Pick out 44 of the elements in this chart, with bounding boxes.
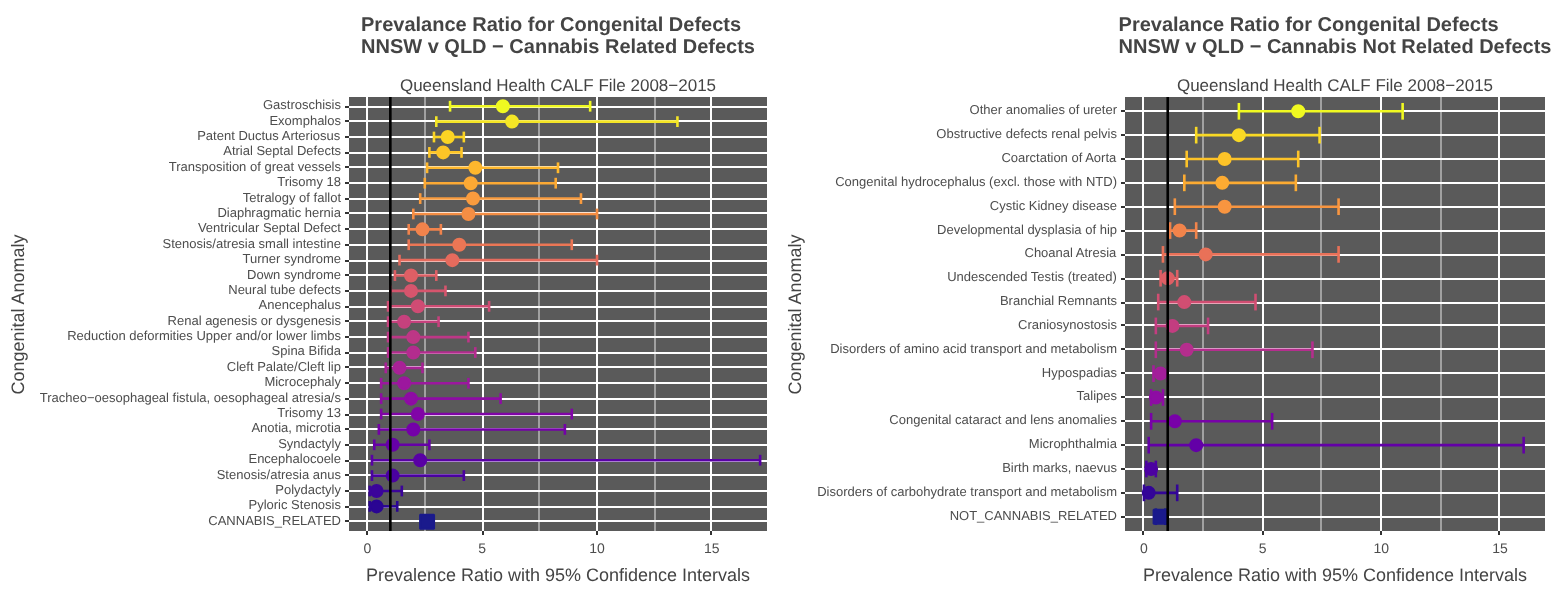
point — [1217, 152, 1232, 166]
point — [466, 191, 481, 206]
y-axis-title: Congenital Anomaly — [785, 233, 806, 395]
point — [1189, 438, 1204, 453]
point — [1141, 485, 1156, 500]
point — [1179, 342, 1194, 357]
point — [1198, 247, 1213, 262]
point — [1172, 223, 1187, 238]
point — [1215, 175, 1230, 190]
point — [406, 330, 421, 345]
chart-title: Prevalance Ratio for Congenital Defects NNSW v QLD − Cannabis Related Defects — [361, 15, 756, 59]
point — [1177, 295, 1192, 310]
point — [468, 160, 483, 175]
point — [419, 513, 436, 530]
point — [404, 283, 419, 298]
point — [1167, 414, 1182, 429]
point — [406, 422, 421, 437]
point — [392, 360, 407, 375]
chart-subtitle: Queensland Health CALF File 2008−2015 — [1176, 75, 1494, 95]
point — [1217, 199, 1232, 214]
point — [463, 176, 478, 191]
point — [413, 453, 428, 468]
point — [495, 99, 510, 114]
point — [1291, 104, 1306, 119]
chart-title: Prevalance Ratio for Congenital Defects NNSW v QLD − Cannabis Not Related Defects — [1118, 15, 1553, 59]
point — [436, 145, 451, 160]
point — [406, 345, 421, 360]
point — [404, 391, 419, 406]
point — [410, 299, 425, 314]
y-axis-title: Congenital Anomaly — [7, 233, 28, 395]
x-axis-title: Prevalence Ratio with 95% Confidence Intervals — [365, 565, 752, 585]
point — [415, 222, 430, 237]
x-axis-title: Prevalence Ratio with 95% Confidence Intervals — [1142, 565, 1529, 585]
point — [397, 314, 412, 329]
point — [397, 376, 412, 391]
point — [1231, 128, 1246, 143]
point — [505, 114, 520, 129]
point — [452, 237, 467, 252]
point — [440, 130, 455, 144]
point — [410, 407, 425, 422]
point — [461, 206, 476, 221]
point — [404, 268, 419, 283]
point — [445, 253, 460, 268]
chart-subtitle: Queensland Health CALF File 2008−2015 — [399, 75, 717, 95]
